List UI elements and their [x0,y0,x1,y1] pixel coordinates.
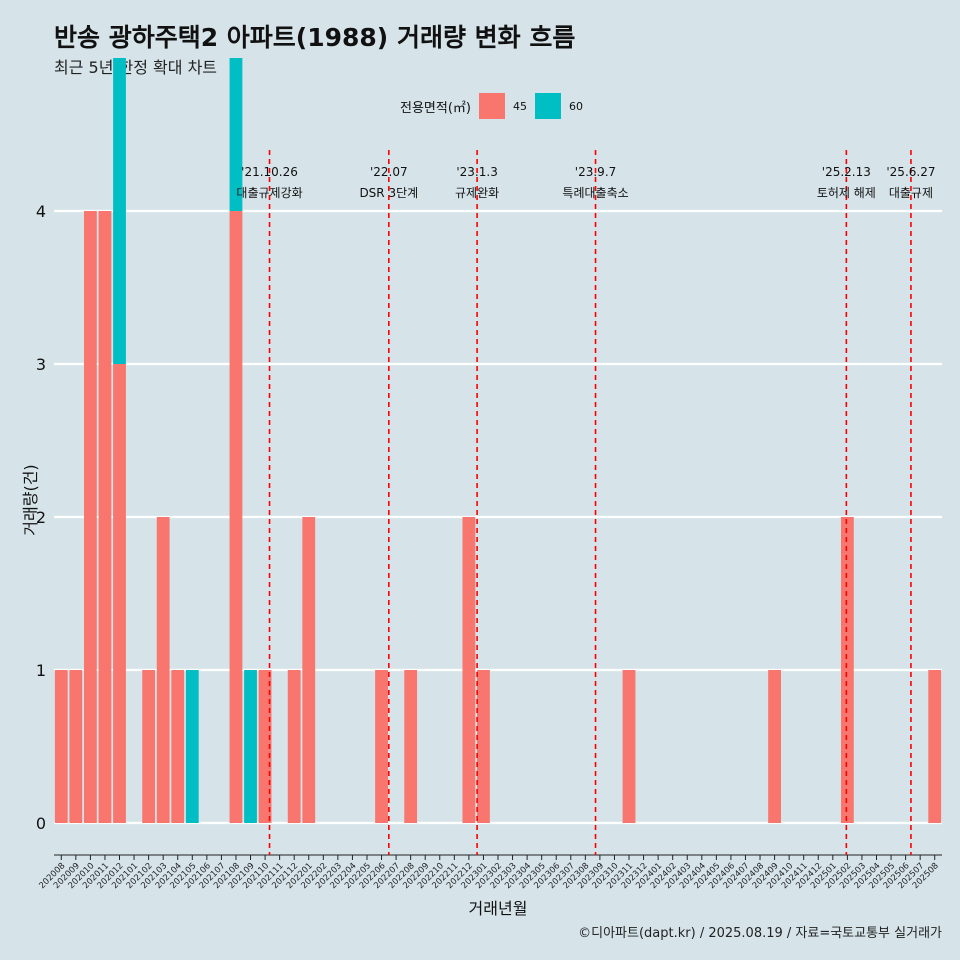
y-tick-label: 2 [36,508,46,527]
legend-title: 전용면적(㎡) [400,100,471,116]
chart-caption: ©디아파트(dapt.kr) / 2025.08.19 / 자료=국토교통부 실… [578,926,942,941]
event-name-label: 특례대출축소 [562,186,628,200]
legend: 전용면적(㎡) 45 60 [400,93,591,119]
legend-key-60 [534,93,561,119]
bar-45-202011 [98,211,112,823]
event-date-label: '22.07 [370,165,408,179]
bar-45-202311 [622,670,636,823]
event-date-label: '25.6.27 [886,165,935,179]
bar-45-202009 [69,670,83,823]
bar-45-202112 [287,670,301,823]
bar-45-202208 [404,670,418,823]
event-name-label: DSR 3단계 [359,186,418,200]
legend-key-45 [478,93,505,119]
event-name-label: 토허제 해제 [817,186,876,200]
event-date-label: '25.2.13 [822,165,871,179]
x-axis-title: 거래년월 [469,899,528,918]
bar-45-202502 [840,517,854,823]
bar-45-202508 [928,670,942,823]
legend-label-45: 45 [512,99,527,113]
chart-title: 반송 광하주택2 아파트(1988) 거래량 변화 흐름 [54,23,576,52]
bar-45-202108 [229,211,243,823]
bar-45-202409 [768,670,781,823]
y-axis-title: 거래량(건) [21,464,40,535]
bar-45-202102 [142,670,156,823]
bar-45-202206 [375,670,388,823]
event-name-label: 규제완화 [455,186,499,200]
event-name-label: 대출규제 [889,186,933,200]
bar-60-202105 [185,670,199,823]
bar-45-202110 [258,670,272,823]
legend-label-60: 60 [568,99,583,113]
bar-45-202103 [156,517,170,823]
bar-60-202108 [229,58,243,211]
event-date-label: '23.9.7 [575,165,616,179]
event-name-label: 대출규제강화 [236,186,302,200]
bar-45-202008 [54,670,68,823]
bar-45-202012 [113,364,126,823]
y-tick-label: 1 [36,661,46,680]
bar-45-202301 [477,670,490,823]
y-tick-label: 0 [36,814,46,833]
chart-subtitle: 최근 5년 한정 확대 차트 [54,58,218,77]
event-date-label: '21.10.26 [241,165,298,179]
bar-45-202104 [171,670,185,823]
y-tick-label: 3 [36,355,46,374]
bar-60-202012 [113,58,126,364]
bar-45-202010 [83,211,97,823]
event-date-label: '23.1.3 [456,165,497,179]
bar-45-202201 [302,517,316,823]
bar-60-202109 [244,670,257,823]
y-tick-label: 4 [36,202,46,221]
bar-45-202212 [462,517,476,823]
